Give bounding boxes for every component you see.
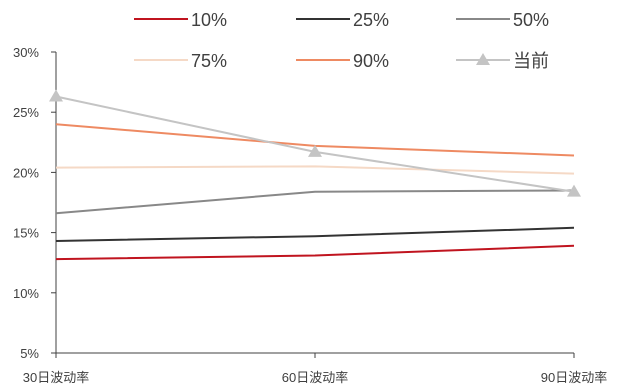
legend-label-当前: 当前 — [513, 51, 549, 71]
x-tick-label: 30日波动率 — [23, 370, 89, 385]
x-tick-label: 90日波动率 — [541, 370, 607, 385]
series-line-25% — [55, 226, 575, 242]
series-line-10% — [55, 244, 575, 261]
legend-label-50%: 50% — [513, 10, 549, 30]
y-tick-label: 5% — [20, 346, 39, 361]
series-line-50% — [55, 189, 575, 215]
plot-area — [49, 89, 581, 261]
x-tick-label: 60日波动率 — [282, 370, 348, 385]
legend-label-25%: 25% — [353, 10, 389, 30]
series-marker-triangle — [49, 89, 63, 102]
legend: 10% 25% 50% 75% 90% 当前 — [134, 10, 549, 71]
legend-label-10%: 10% — [191, 10, 227, 30]
legend-label-90%: 90% — [353, 51, 389, 71]
series-line-75% — [55, 165, 575, 175]
series-marker-triangle — [567, 184, 581, 197]
axes: 5% 10% 15% 20% 25% 30% 30日波动率 60日波动率 90日波动率 — [13, 45, 607, 385]
y-tick-label: 30% — [13, 45, 39, 60]
legend-marker-triangle — [476, 53, 490, 65]
series-line-当前 — [55, 95, 575, 193]
legend-label-75%: 75% — [191, 51, 227, 71]
series-marker-triangle — [308, 144, 322, 157]
y-tick-label: 20% — [13, 165, 39, 180]
y-tick-label: 10% — [13, 286, 39, 301]
y-tick-label: 25% — [13, 105, 39, 120]
y-tick-label: 15% — [13, 226, 39, 241]
